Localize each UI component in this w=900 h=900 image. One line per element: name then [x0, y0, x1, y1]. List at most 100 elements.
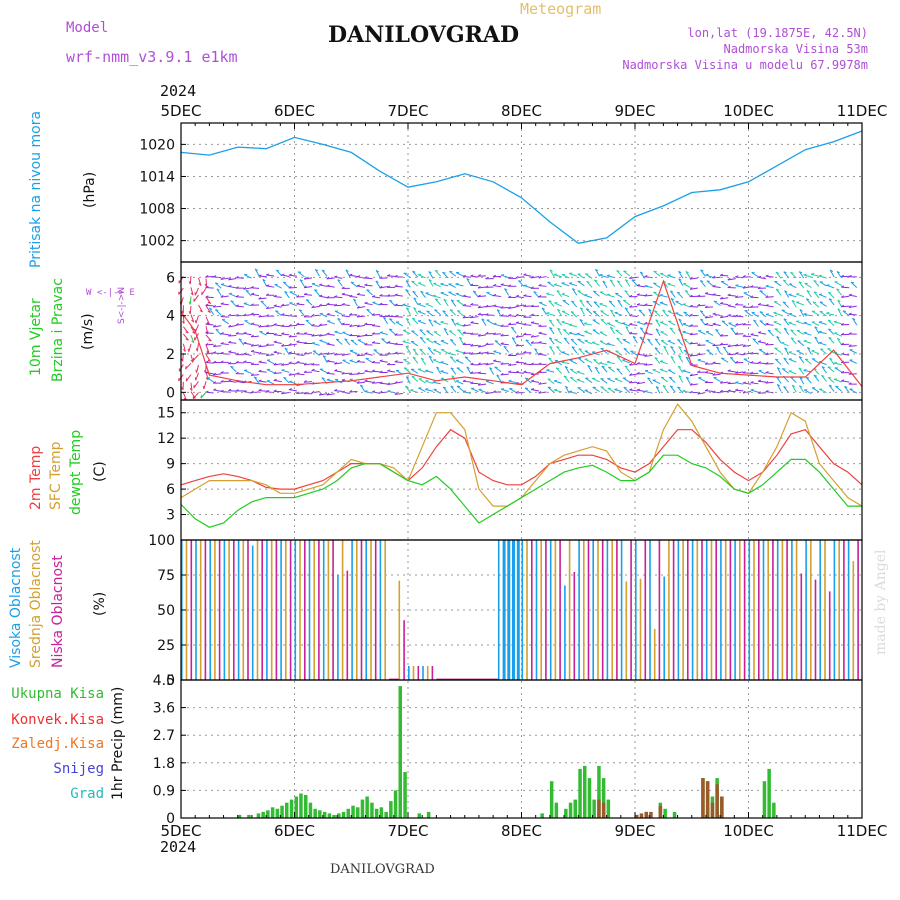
- wind-arrowhead: [515, 313, 519, 316]
- cloud-bar: [786, 540, 788, 680]
- wind-arrowhead: [757, 379, 761, 382]
- cloud-bar: [502, 540, 506, 680]
- wind-ytick-label: 6: [166, 270, 175, 286]
- wind-arrow: [735, 371, 744, 374]
- wind-arrowhead: [371, 341, 376, 344]
- day-label-top: 7DEC: [387, 102, 428, 120]
- wind-arrow: [244, 320, 252, 326]
- wind-arrow: [774, 358, 782, 365]
- wind-arrow: [311, 334, 320, 337]
- wind-arrowhead: [265, 306, 269, 309]
- model-value: wrf-nmm_v3.9.1 e1km: [66, 48, 238, 66]
- wind-arrowhead: [181, 387, 184, 391]
- wind-arrowhead: [600, 318, 604, 321]
- wind-arrow: [586, 280, 593, 288]
- wind-arrowhead: [638, 309, 642, 312]
- wind-arrow: [478, 383, 487, 386]
- cloud-bar: [422, 666, 424, 680]
- wind-arrow: [607, 366, 615, 373]
- cloud-bar: [497, 540, 500, 680]
- wind-arrowhead: [750, 351, 754, 355]
- wind-arrow: [682, 331, 691, 335]
- wind-arrow: [450, 367, 457, 375]
- wind-arrow: [478, 389, 487, 393]
- wind-arrow: [624, 365, 631, 373]
- wind-arrow: [538, 382, 547, 385]
- wind-arrow: [689, 354, 698, 357]
- frames-layer: [180, 122, 863, 819]
- cloud-bar: [592, 540, 594, 680]
- wind-arrow: [284, 347, 290, 355]
- wind-arrow: [682, 370, 691, 374]
- wind-arrow: [311, 342, 320, 346]
- cloud-bar: [346, 570, 349, 680]
- wind-arrow: [798, 367, 805, 375]
- wind-arrow: [243, 342, 252, 345]
- wind-arrowhead: [319, 283, 323, 286]
- wind-arrowhead: [759, 290, 763, 292]
- wind-arrow: [676, 291, 684, 299]
- precip-total-bar: [280, 805, 284, 818]
- wind-arrow: [500, 343, 509, 346]
- wind-arrowhead: [610, 326, 614, 329]
- wind-arrow: [689, 383, 698, 386]
- wind-arrow: [667, 340, 676, 345]
- wind-arrow: [375, 270, 381, 278]
- wind-arrowhead: [202, 385, 205, 390]
- wind-arrow: [182, 343, 186, 352]
- wind-arrow: [841, 323, 850, 326]
- wind-arrow: [485, 391, 494, 395]
- cloud-bar: [658, 540, 661, 680]
- wind-arrowhead: [569, 282, 573, 284]
- wind-arrowhead: [306, 299, 310, 301]
- wind-arrow: [364, 380, 373, 383]
- wind-arrowhead: [541, 307, 545, 310]
- wind-arrow: [470, 372, 479, 374]
- wind-arrow: [205, 343, 214, 346]
- wind-arrow: [727, 294, 736, 297]
- wind-arrow: [220, 333, 229, 336]
- wind-arrow: [258, 275, 267, 278]
- day-label-bottom: 11DEC: [837, 822, 888, 840]
- wind-arrow: [394, 304, 403, 307]
- wind-arrowhead: [266, 389, 270, 392]
- cloud-bar: [289, 540, 292, 680]
- precip-total-bar: [540, 813, 544, 818]
- wind-arrowhead: [500, 324, 504, 327]
- wind-arrow: [712, 344, 721, 347]
- wind-arrow: [253, 376, 260, 384]
- wind-arrow: [196, 364, 199, 373]
- wind-arrow: [432, 381, 441, 385]
- wind-arrowhead: [670, 290, 674, 293]
- wind-arrow: [220, 391, 229, 393]
- wind-arrowhead: [228, 333, 232, 337]
- wind-arrowhead: [837, 308, 841, 311]
- wind-arrowhead: [182, 320, 185, 324]
- wind-arrow: [600, 378, 608, 384]
- cloud-bar: [781, 540, 784, 680]
- wind-arrowhead: [609, 279, 614, 282]
- wind-arrowhead: [470, 332, 474, 335]
- wind-arrow: [440, 349, 449, 354]
- cloud-bar: [455, 678, 461, 680]
- wind-arrow: [494, 366, 502, 373]
- wind-arrow: [436, 366, 442, 375]
- precip-conv-bar: [720, 796, 724, 818]
- wind-arrowhead: [455, 282, 459, 285]
- wind-arrowhead: [595, 268, 599, 272]
- wind-arrowhead: [811, 273, 815, 275]
- wind-arrowhead: [318, 333, 322, 337]
- day-label-top: 9DEC: [614, 102, 655, 120]
- wind-arrowhead: [503, 345, 507, 348]
- wind-arrow: [683, 283, 691, 288]
- wind-arrow: [230, 300, 237, 307]
- wind-arrow: [382, 316, 389, 325]
- precip-total-bar: [389, 801, 393, 818]
- wind-arrow: [584, 294, 593, 299]
- wind-arrow: [448, 330, 457, 336]
- wind-arrow: [682, 303, 691, 308]
- wind-arrow: [258, 380, 267, 383]
- wind-arrow: [548, 319, 555, 327]
- wind-arrowhead: [697, 391, 701, 395]
- wind-arrow: [599, 274, 608, 278]
